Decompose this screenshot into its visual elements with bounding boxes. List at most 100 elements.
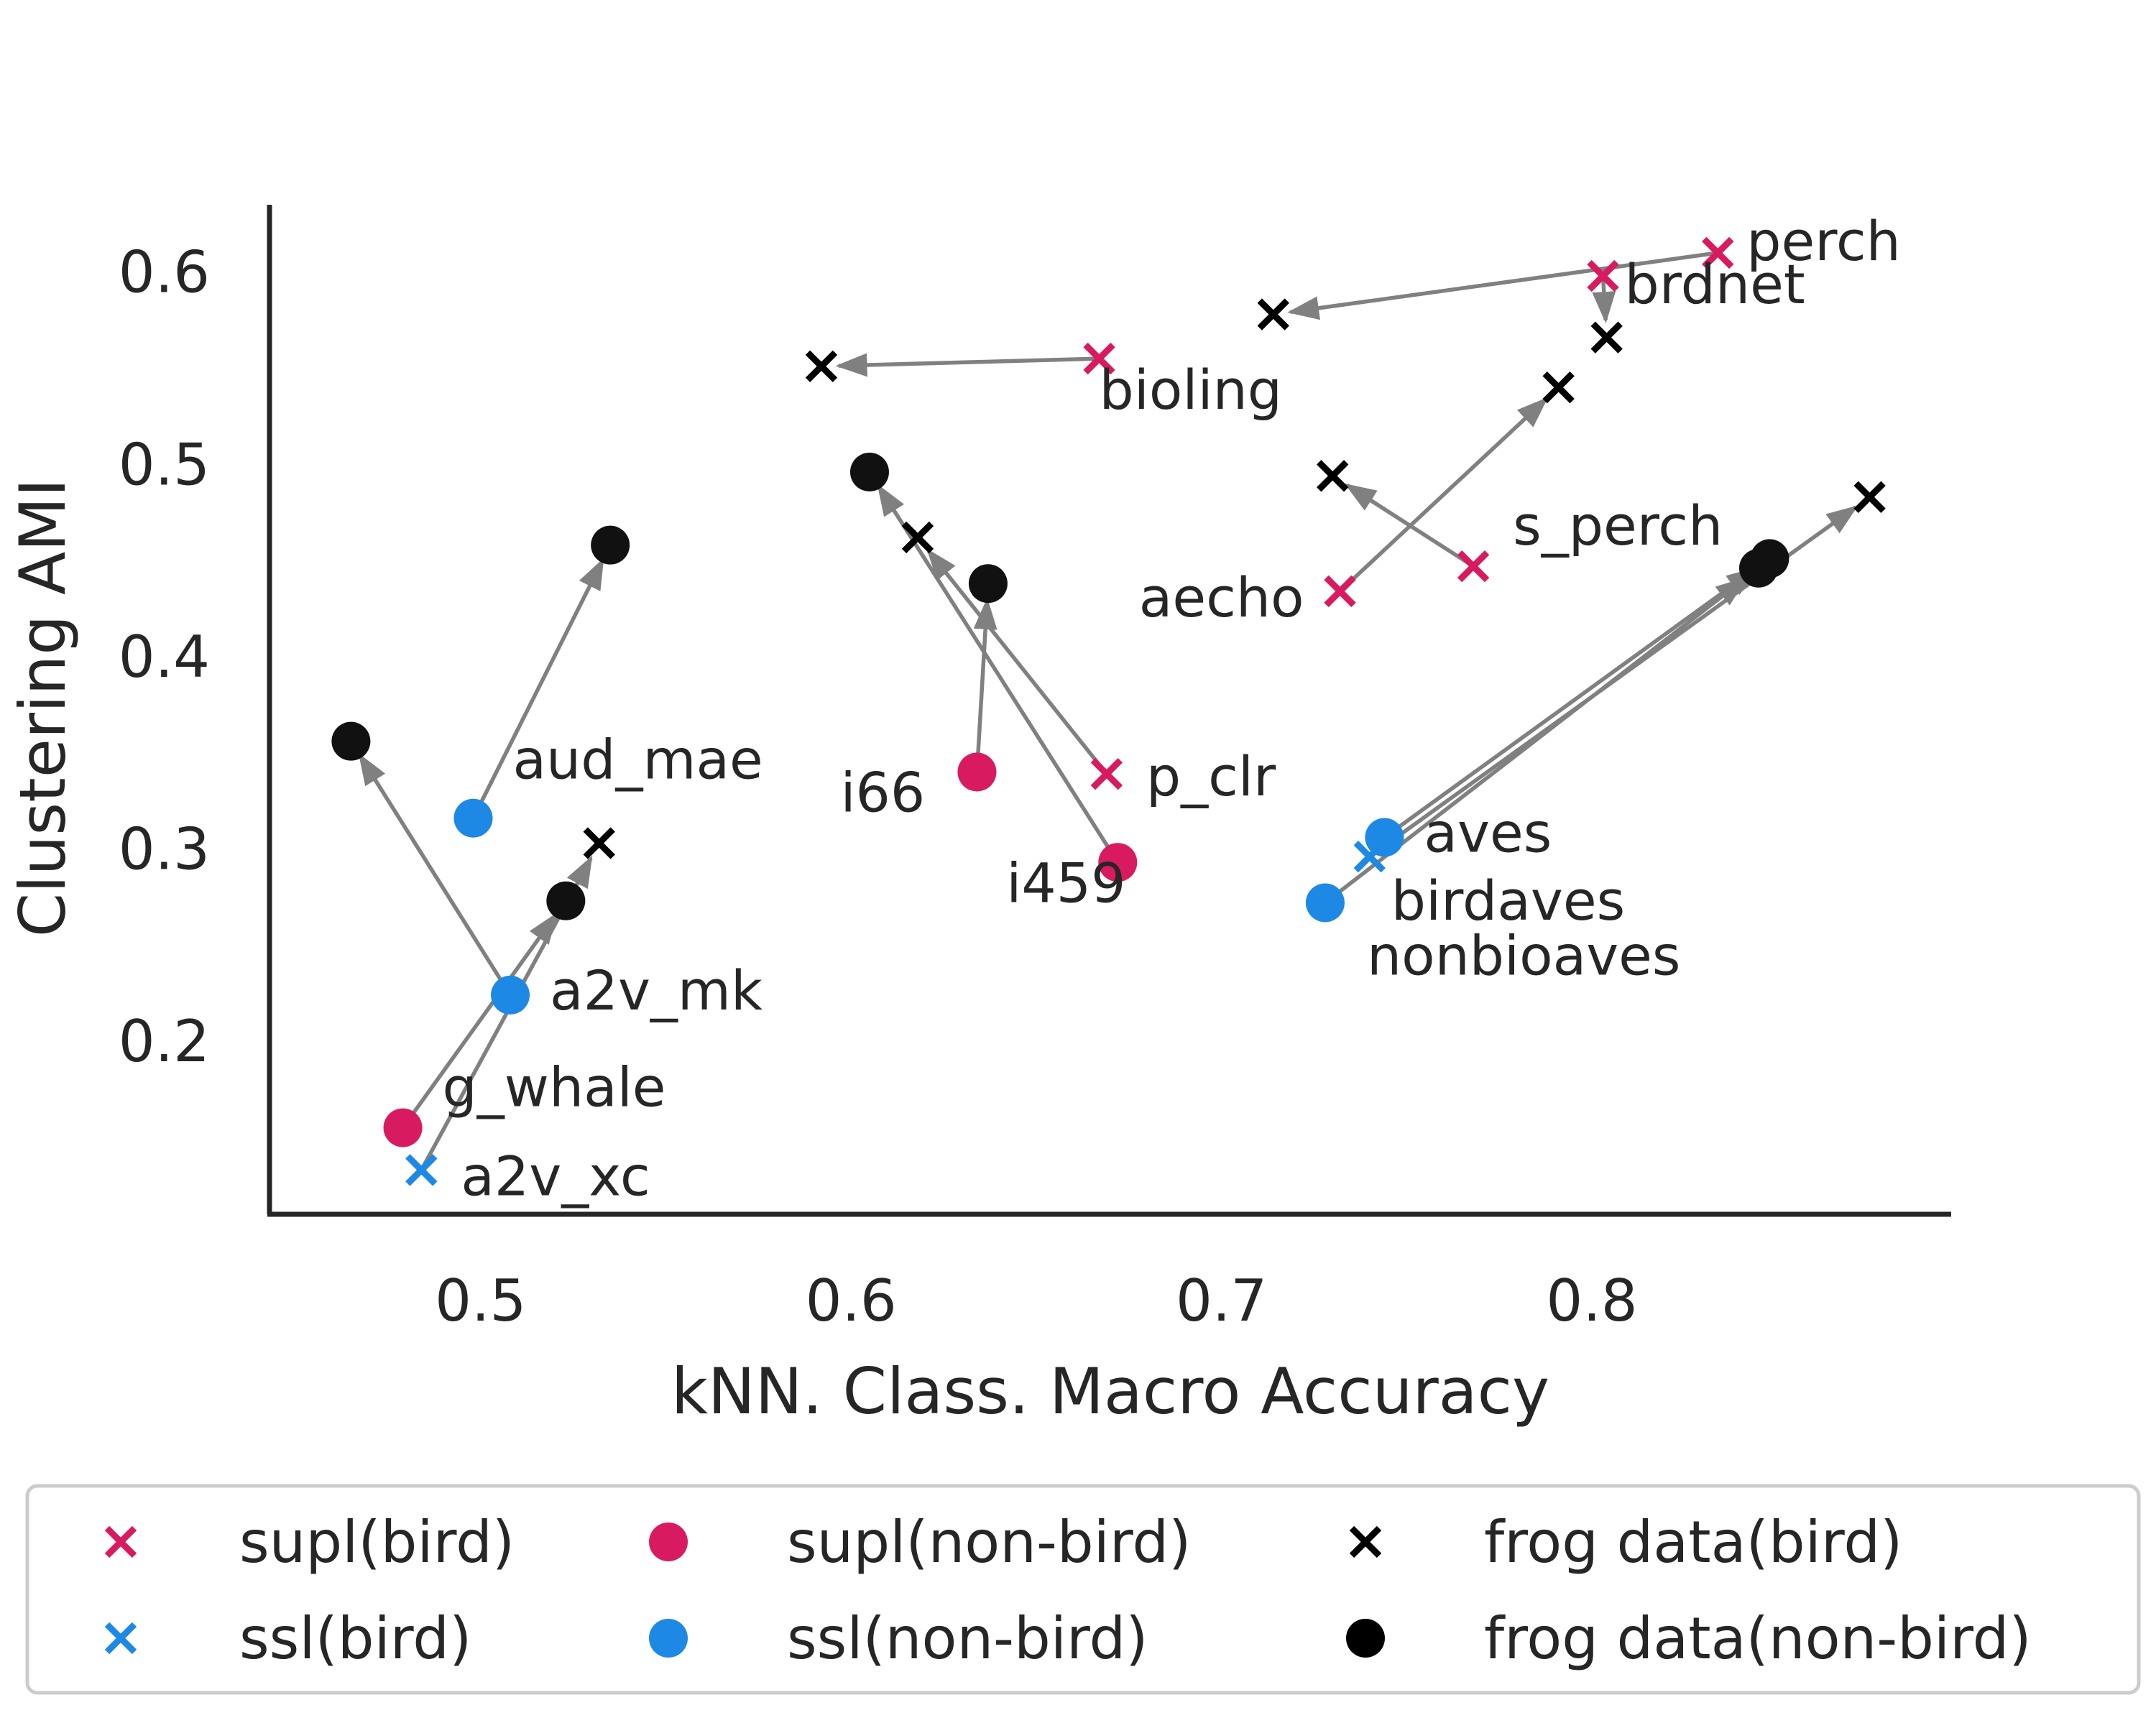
legend-marker-x-stroke-b <box>1349 1525 1382 1558</box>
shift-arrow-aecho <box>1338 397 1549 593</box>
frog-bird-marker-bioling <box>805 350 838 382</box>
supl-bird-marker-brdnet <box>1587 259 1619 292</box>
y-tick-label: 0.3 <box>119 816 210 883</box>
supl-bird-marker-bioling <box>1083 342 1115 375</box>
supl-nonbird-marker-i459 <box>1098 843 1138 882</box>
ssl-bird-marker-a2v_xc <box>405 1154 438 1186</box>
frog-bird-marker-perch <box>1257 298 1289 331</box>
legend-frame <box>25 1484 2141 1695</box>
frog-nonbird-marker-i459 <box>849 452 889 491</box>
frog-bird-marker-brdnet-stroke-b <box>1590 321 1623 354</box>
shift-arrow-bioling <box>835 353 1100 377</box>
frog-bird-marker-a2v_xc <box>583 827 615 859</box>
frog-bird-marker-perch-stroke-b <box>1257 298 1289 331</box>
point-label-a2v_xc: a2v_xc <box>461 1144 650 1208</box>
y-axis-title: Clustering AMI <box>6 479 80 937</box>
axes: kNN. Class. Macro Accuracy Clustering AM… <box>6 205 1951 1428</box>
point-label-i459: i459 <box>1006 851 1125 915</box>
frog-bird-marker-s_perch <box>1317 460 1349 492</box>
x-axis-title: kNN. Class. Macro Accuracy <box>671 1354 1549 1428</box>
frog-nonbird-marker-a2v_mk <box>331 721 371 761</box>
ssl-bird-marker-birdaves <box>1353 841 1386 873</box>
shift-arrow-perch <box>1287 251 1718 320</box>
supl-bird-marker-s_perch <box>1457 550 1490 583</box>
frog-bird-marker-birdaves-stroke-b <box>1853 481 1886 513</box>
y-tick-label: 0.2 <box>119 1008 210 1075</box>
x-tick-label: 0.8 <box>1546 1267 1637 1334</box>
legend-label: supl(non-bird) <box>787 1509 1191 1576</box>
point-label-aud_mae: aud_mae <box>512 728 763 792</box>
ssl-bird-marker-birdaves-stroke-b <box>1353 841 1386 873</box>
legend-label: frog data(non-bird) <box>1484 1605 2032 1672</box>
ssl-nonbird-marker-nonbioaves <box>1305 883 1345 923</box>
frog-data-points <box>331 298 1886 920</box>
y-tick-label: 0.6 <box>119 239 210 306</box>
point-label-brdnet: brdnet <box>1625 252 1805 316</box>
supl-bird-marker-perch-stroke-b <box>1702 236 1734 269</box>
frog-nonbird-marker-nonbioaves <box>1738 548 1778 588</box>
frog-nonbird-marker-aud_mae <box>591 525 630 565</box>
supl-bird-marker-perch <box>1702 236 1734 269</box>
frog-nonbird-marker-i66 <box>968 564 1008 604</box>
legend-marker-dot <box>649 1619 688 1658</box>
supl-bird-marker-p_clr-stroke-b <box>1090 757 1123 790</box>
point-label-g_whale: g_whale <box>443 1055 666 1119</box>
frog-bird-marker-bioling-stroke-b <box>805 350 838 382</box>
point-label-aves: aves <box>1424 800 1552 864</box>
legend: supl(bird) supl(non-bird) frog data(bird) s… <box>25 1484 2141 1695</box>
supl-bird-marker-p_clr <box>1090 757 1123 790</box>
shift-arrow-brdnet <box>1592 275 1616 324</box>
y-tick-label: 0.5 <box>119 431 210 498</box>
shift-arrow-i459 <box>877 484 1120 864</box>
legend-marker-x <box>1349 1525 1382 1558</box>
frog-bird-marker-aecho <box>1542 371 1575 404</box>
supl-bird-marker-aecho <box>1324 575 1356 608</box>
ssl-nonbird-marker-aud_mae <box>453 798 493 838</box>
shift-arrow-p_clr <box>926 548 1108 775</box>
frog-bird-marker-s_perch-stroke-b <box>1317 460 1349 492</box>
frog-bird-marker-a2v_xc-stroke-b <box>583 827 615 859</box>
frog-nonbird-marker-g_whale <box>546 881 586 920</box>
point-label-aecho: aecho <box>1139 565 1304 629</box>
supl-nonbird-marker-i66 <box>957 752 997 792</box>
point-label-birdaves: birdaves <box>1391 869 1625 933</box>
supl-bird-marker-s_perch-stroke-b <box>1457 550 1490 583</box>
shift-arrow-a2v_mk <box>358 753 512 997</box>
x-tick-label: 0.6 <box>806 1267 897 1334</box>
point-label-nonbioaves: nonbioaves <box>1367 923 1681 987</box>
shift-arrow-aud_mae <box>471 558 604 819</box>
frog-bird-marker-birdaves <box>1853 481 1886 513</box>
supl-bird-marker-aecho-stroke-b <box>1324 575 1356 608</box>
supl-bird-marker-bioling-stroke-b <box>1083 342 1115 375</box>
model-points <box>383 236 1734 1186</box>
point-label-p_clr: p_clr <box>1146 744 1276 808</box>
frog-bird-marker-p_clr <box>901 521 934 554</box>
legend-marker-x-stroke-b <box>104 1525 137 1558</box>
legend-label: ssl(bird) <box>239 1605 471 1672</box>
shift-arrow-aves <box>1383 566 1759 839</box>
frog-bird-marker-brdnet <box>1590 321 1623 354</box>
legend-marker-x <box>104 1622 137 1655</box>
frog-bird-marker-p_clr-stroke-b <box>901 521 934 554</box>
legend-marker-x-stroke-b <box>104 1622 137 1655</box>
ssl-nonbird-marker-a2v_mk <box>491 975 530 1015</box>
legend-label: supl(bird) <box>239 1509 515 1576</box>
supl-bird-marker-brdnet-stroke-b <box>1587 259 1619 292</box>
point-label-i66: i66 <box>840 760 925 824</box>
point-label-bioling: bioling <box>1100 358 1283 422</box>
x-tick-label: 0.5 <box>435 1267 526 1334</box>
frog-bird-marker-aecho-stroke-b <box>1542 371 1575 404</box>
point-label-a2v_mk: a2v_mk <box>550 958 763 1022</box>
legend-marker-x <box>104 1525 137 1558</box>
point-label-s_perch: s_perch <box>1513 494 1723 558</box>
point-label-perch: perch <box>1746 209 1901 273</box>
legend-marker-dot <box>1346 1619 1385 1658</box>
supl-nonbird-marker-g_whale <box>383 1108 423 1147</box>
legend-label: frog data(bird) <box>1484 1509 1902 1576</box>
x-tick-label: 0.7 <box>1176 1267 1267 1334</box>
ssl-bird-marker-a2v_xc-stroke-b <box>405 1154 438 1186</box>
shift-arrow-g_whale <box>401 912 558 1129</box>
